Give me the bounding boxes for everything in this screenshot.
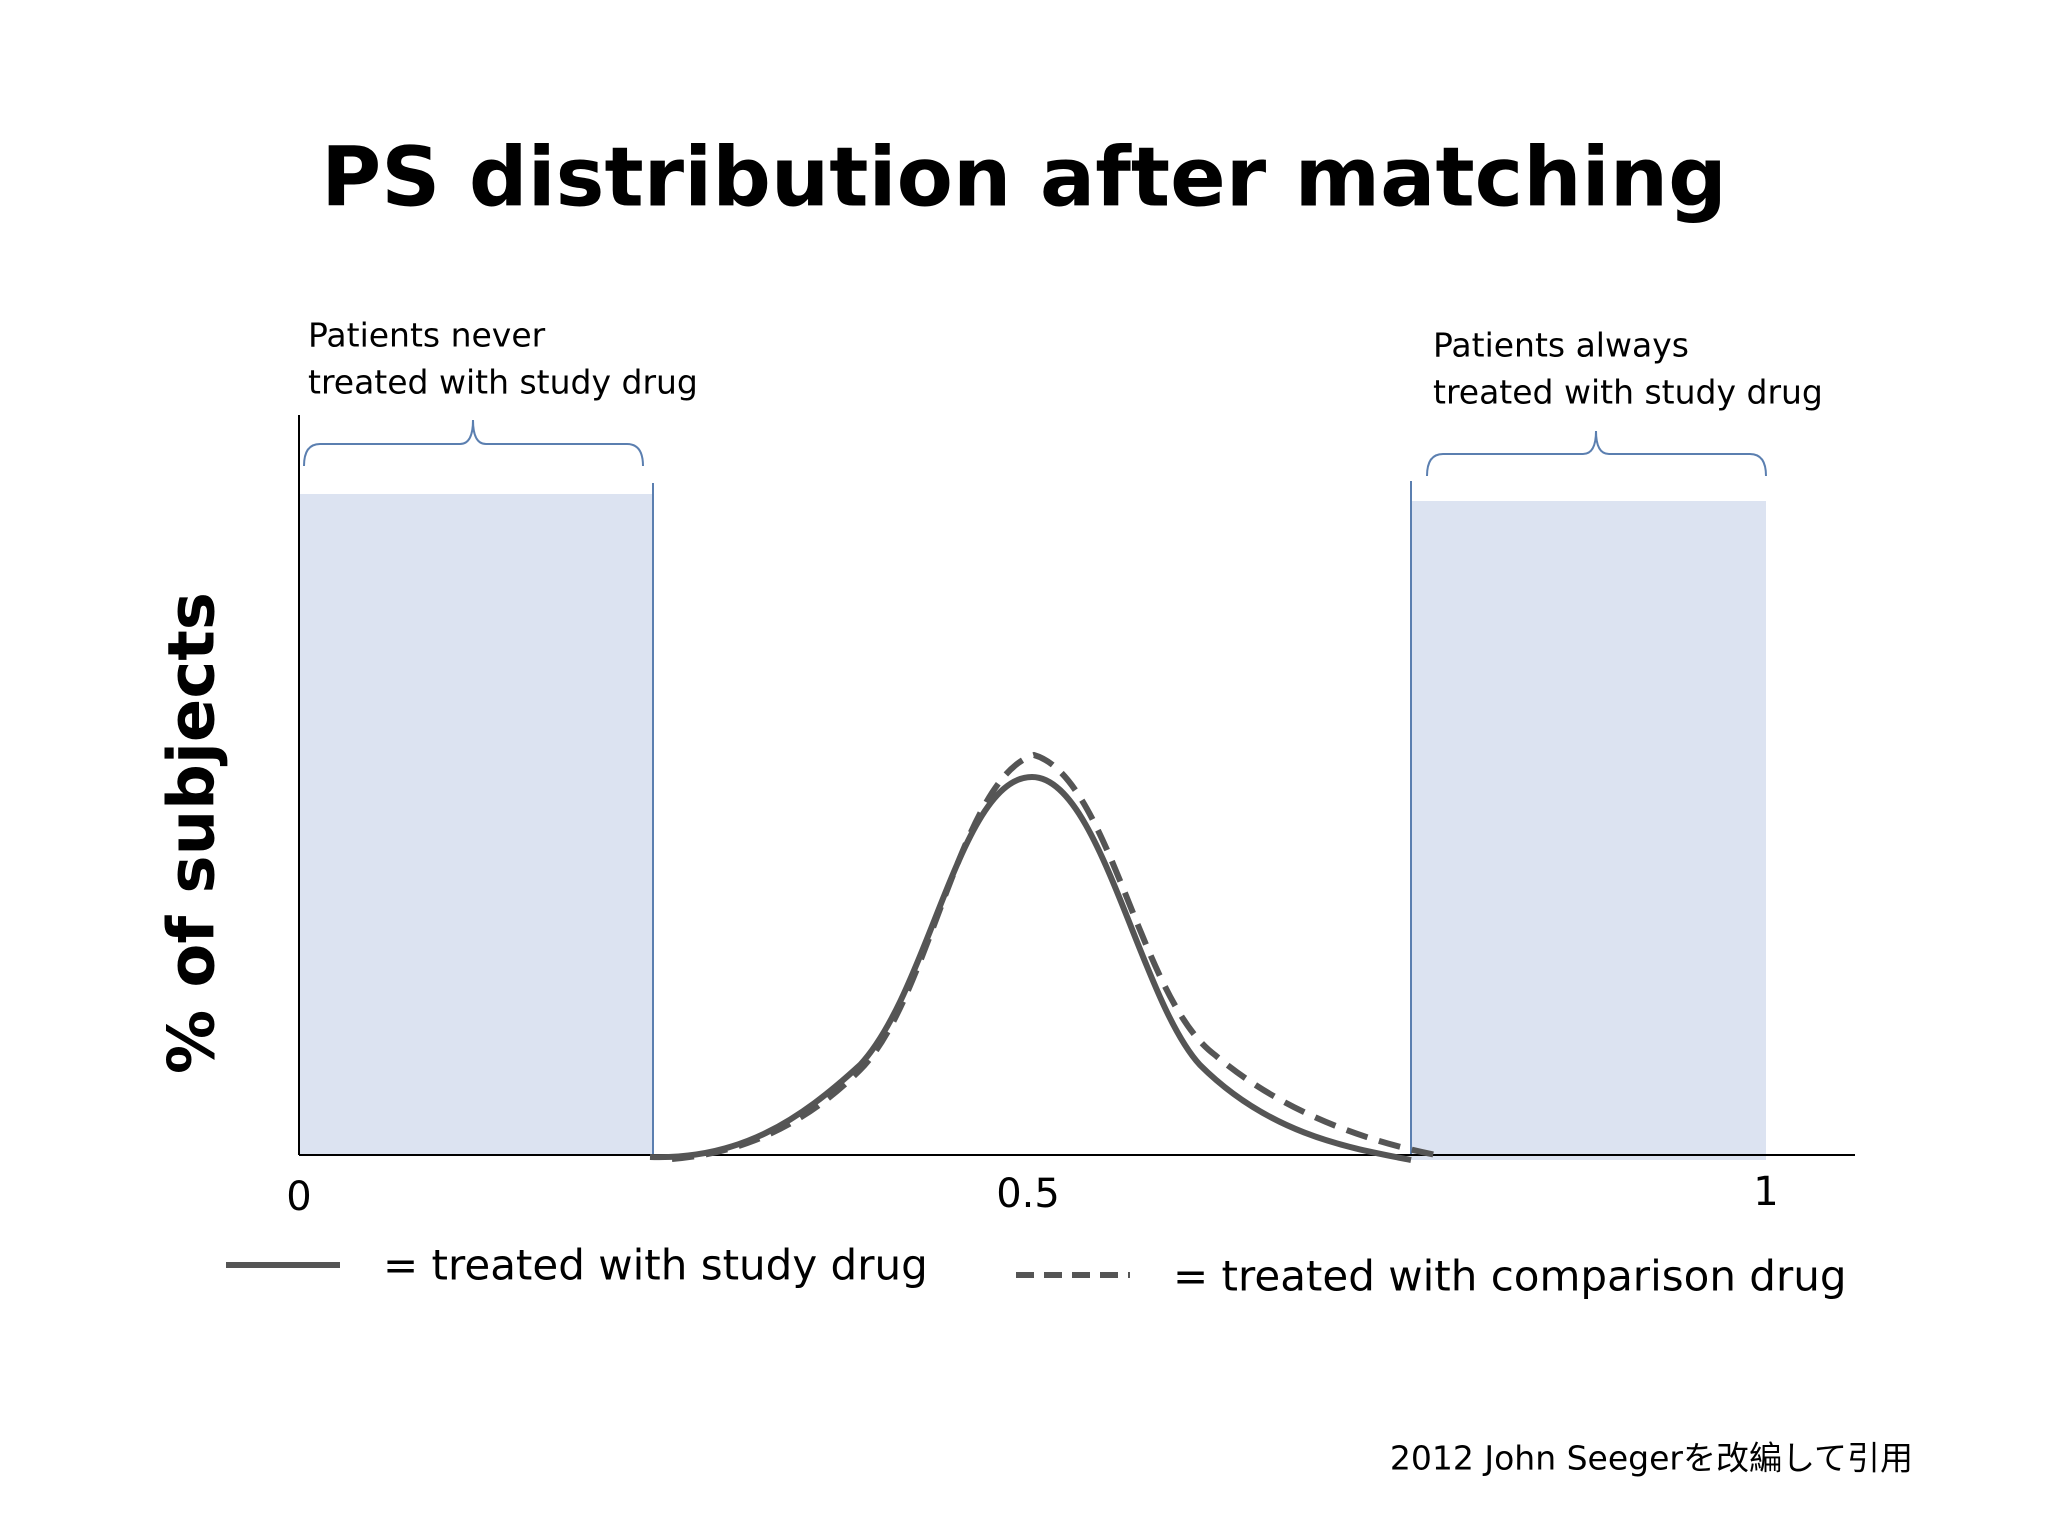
title: PS distribution after matching (321, 130, 1727, 225)
footer: 2012 John Seegerを改編して引用 (1390, 1439, 1913, 1478)
legend-label: = treated with comparison drug (1173, 1252, 1847, 1301)
always-treated-region (1411, 501, 1766, 1160)
x-tick-label: 1 (1753, 1169, 1778, 1215)
annotation: Patients never (308, 316, 546, 355)
x-tick-label: 0 (286, 1174, 311, 1220)
y-axis-label: % of subjects (156, 592, 230, 1074)
study-drug-curve (649, 773, 1412, 1163)
comparison-drug-curve (671, 751, 1437, 1162)
never-treated-region (299, 494, 653, 1155)
legend-label: = treated with study drug (383, 1241, 928, 1290)
annotation: treated with study drug (1433, 373, 1823, 412)
brace (303, 419, 644, 467)
annotation: Patients always (1433, 326, 1689, 365)
x-tick-label: 0.5 (996, 1171, 1060, 1217)
annotation: treated with study drug (308, 363, 698, 402)
brace (1426, 430, 1767, 477)
